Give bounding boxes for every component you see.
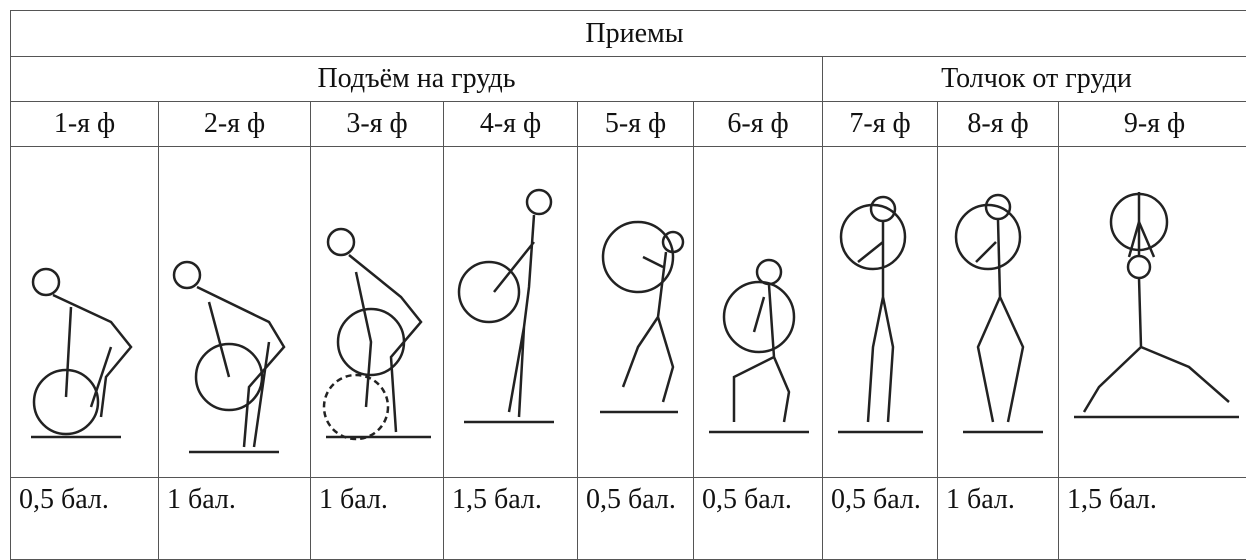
figure — [1059, 147, 1246, 477]
score-cell: 0,5 бал. — [694, 478, 823, 560]
phase-cell: 3-я ф — [311, 102, 444, 147]
figure — [694, 147, 823, 477]
figure-cell — [938, 147, 1059, 478]
figure-cell — [1059, 147, 1246, 478]
figure — [938, 147, 1059, 477]
figure — [823, 147, 938, 477]
figure-cell — [694, 147, 823, 478]
phase-cell: 9-я ф — [1059, 102, 1246, 147]
score-cell: 1,5 бал. — [1059, 478, 1246, 560]
score-cell: 1 бал. — [159, 478, 311, 560]
figure — [444, 147, 578, 477]
figure-cell — [578, 147, 694, 478]
figure-cell — [159, 147, 311, 478]
figure — [11, 147, 159, 477]
title-cell: Приемы — [11, 11, 1246, 57]
phase-cell: 8-я ф — [938, 102, 1059, 147]
group-cell: Толчок от груди — [823, 57, 1246, 102]
figure — [578, 147, 694, 477]
figure — [159, 147, 311, 477]
score-cell: 1 бал. — [938, 478, 1059, 560]
phase-cell: 4-я ф — [444, 102, 578, 147]
score-cell: 0,5 бал. — [578, 478, 694, 560]
group-cell: Подъём на грудь — [11, 57, 823, 102]
phase-cell: 5-я ф — [578, 102, 694, 147]
phase-cell: 6-я ф — [694, 102, 823, 147]
score-cell: 0,5 бал. — [823, 478, 938, 560]
phase-cell: 7-я ф — [823, 102, 938, 147]
score-cell: 1 бал. — [311, 478, 444, 560]
figure-cell — [823, 147, 938, 478]
score-cell: 1,5 бал. — [444, 478, 578, 560]
figure-cell — [311, 147, 444, 478]
phase-cell: 1-я ф — [11, 102, 159, 147]
score-cell: 0,5 бал. — [11, 478, 159, 560]
figure — [311, 147, 444, 477]
phase-cell: 2-я ф — [159, 102, 311, 147]
figure-cell — [444, 147, 578, 478]
figure-cell — [11, 147, 159, 478]
